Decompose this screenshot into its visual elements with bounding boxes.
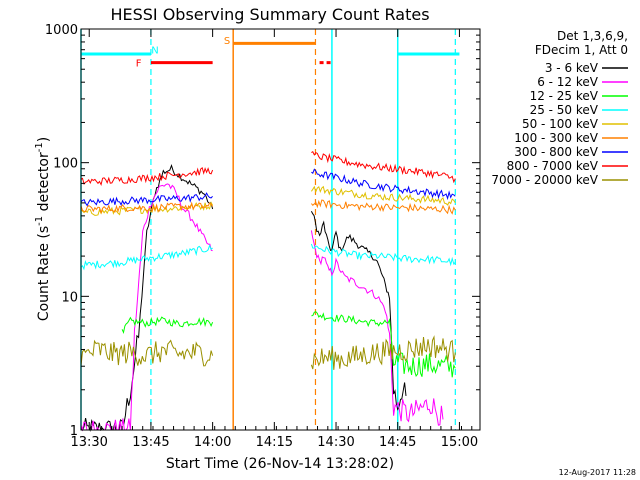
y-axis-label-main: Count Rate (s — [36, 226, 52, 321]
y-axis-label-mid: detector — [36, 152, 52, 216]
flag-label: N — [151, 46, 158, 57]
legend-header-line-2: FDecim 1, Att 0 — [535, 43, 628, 57]
x-tick-label: 13:30 — [70, 435, 107, 450]
series-line-4 — [80, 244, 213, 271]
legend-label-5: 50 - 100 keV — [522, 117, 599, 131]
legend-label-3: 12 - 25 keV — [530, 89, 599, 103]
series-line-4 — [310, 243, 456, 267]
x-tick-label: 15:00 — [441, 435, 478, 450]
flag-label: S — [224, 36, 230, 47]
x-tick-label: 14:45 — [379, 435, 416, 450]
y-tick-label: 1000 — [45, 23, 78, 38]
series-line-9 — [80, 339, 214, 367]
x-tick-label: 14:30 — [317, 435, 354, 450]
legend-label-7: 300 - 800 keV — [514, 145, 598, 159]
legend-label-8: 800 - 7000 keV — [507, 159, 599, 173]
series-line-1 — [80, 163, 214, 432]
series-line-7 — [311, 168, 456, 201]
y-axis-label: Count Rate (s-1 detector-1) — [34, 137, 52, 321]
series-line-7 — [80, 192, 213, 207]
chart-title: HESSI Observing Summary Count Rates — [110, 5, 429, 24]
series-line-3 — [311, 311, 456, 378]
legend-label-4: 25 - 50 keV — [530, 103, 599, 117]
series-line-8 — [80, 166, 214, 187]
y-axis-label-end: ) — [36, 137, 52, 142]
x-tick-label: 14:00 — [194, 435, 231, 450]
legend-label-1: 3 - 6 keV — [545, 61, 599, 75]
legend-label-9: 7000 - 20000 keV — [491, 173, 598, 187]
x-axis: 13:30 13:45 14:00 14:15 14:30 14:45 15:00 — [70, 29, 478, 450]
y-axis-label-sup1: -1 — [34, 216, 45, 226]
series-line-6 — [80, 201, 214, 215]
plot-frame — [80, 28, 481, 431]
legend-header-line-1: Det 1,3,6,9, — [557, 29, 628, 43]
y-axis-label-sup2: -1 — [34, 142, 45, 152]
plot-area: NF S — [80, 29, 460, 432]
y-tick-label: 100 — [53, 157, 78, 172]
series-line-3 — [121, 316, 214, 334]
series-line-5 — [310, 185, 456, 206]
footer-timestamp: 12-Aug-2017 11:28 — [559, 468, 636, 477]
x-tick-label: 14:15 — [256, 435, 293, 450]
series-line-2 — [310, 230, 444, 426]
legend-label-6: 100 - 300 keV — [514, 131, 598, 145]
x-tick-label: 13:45 — [132, 435, 169, 450]
series-line-8 — [311, 150, 456, 184]
legend-label-2: 6 - 12 keV — [537, 75, 599, 89]
y-tick-label: 10 — [61, 290, 78, 305]
y-tick-label: 1 — [70, 424, 78, 439]
series-line-9 — [310, 335, 456, 370]
y-axis: 1 10 100 1000 — [45, 23, 480, 439]
flag-label: F — [136, 59, 142, 70]
series-line-6 — [311, 199, 456, 215]
x-axis-label: Start Time (26-Nov-14 13:28:02) — [166, 456, 394, 472]
series-line-2 — [80, 183, 213, 432]
